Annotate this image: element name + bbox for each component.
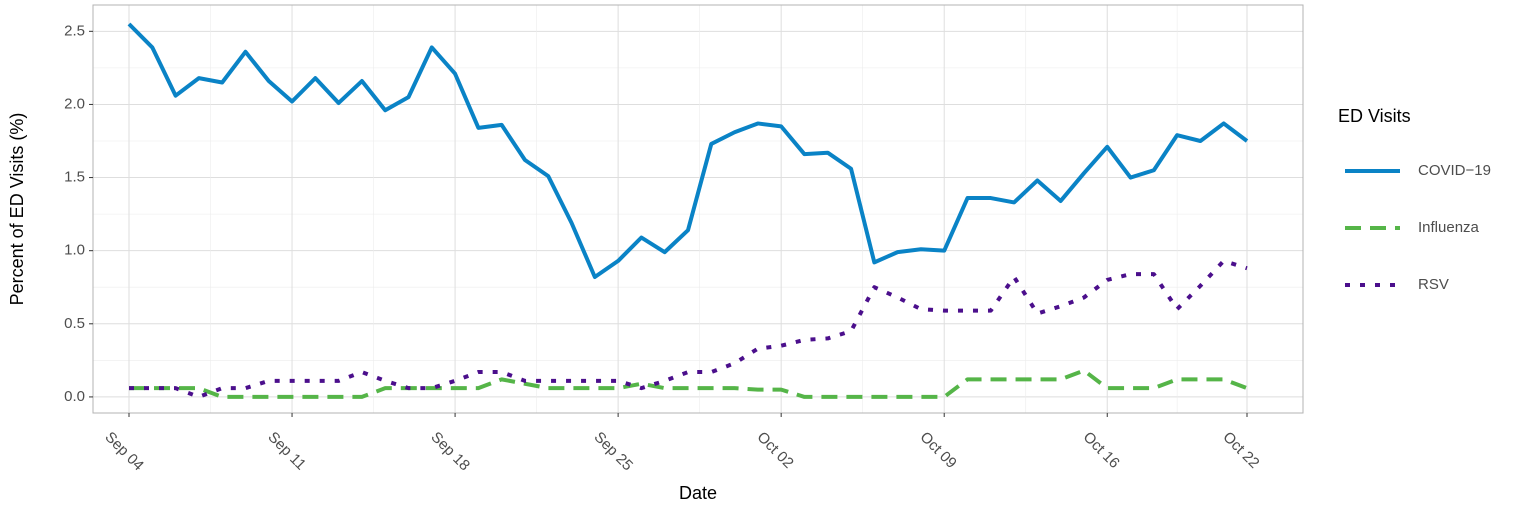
x-tick-label: Sep 25 (590, 429, 636, 475)
x-axis-title: Date (679, 483, 717, 503)
legend-title: ED Visits (1338, 106, 1411, 126)
y-tick-label: 0.5 (64, 315, 85, 332)
x-tick-label: Sep 11 (264, 429, 309, 474)
legend-label: RSV (1418, 276, 1449, 293)
y-tick-label: 2.5 (64, 22, 85, 39)
grid (93, 5, 1303, 413)
y-tick-label: 2.0 (64, 95, 85, 112)
y-axis-title: Percent of ED Visits (%) (7, 113, 27, 306)
series-line (127, 22, 1249, 279)
x-tick-label: Oct 22 (1219, 429, 1262, 472)
y-tick-label: 1.5 (64, 169, 85, 186)
x-tick-label: Oct 16 (1080, 429, 1123, 472)
x-tick-label: Oct 09 (917, 429, 960, 472)
x-tick-label: Sep 18 (427, 429, 473, 475)
panel-border (92, 4, 1304, 414)
x-tick-label: Sep 04 (101, 429, 147, 475)
legend-label: COVID−19 (1418, 162, 1491, 179)
x-tick-label: Oct 02 (754, 429, 797, 472)
series-line (129, 368, 1248, 399)
series-line (129, 258, 1248, 399)
y-tick-label: 1.0 (64, 242, 85, 259)
y-tick-label: 0.0 (64, 388, 85, 405)
legend-label: Influenza (1418, 219, 1480, 236)
